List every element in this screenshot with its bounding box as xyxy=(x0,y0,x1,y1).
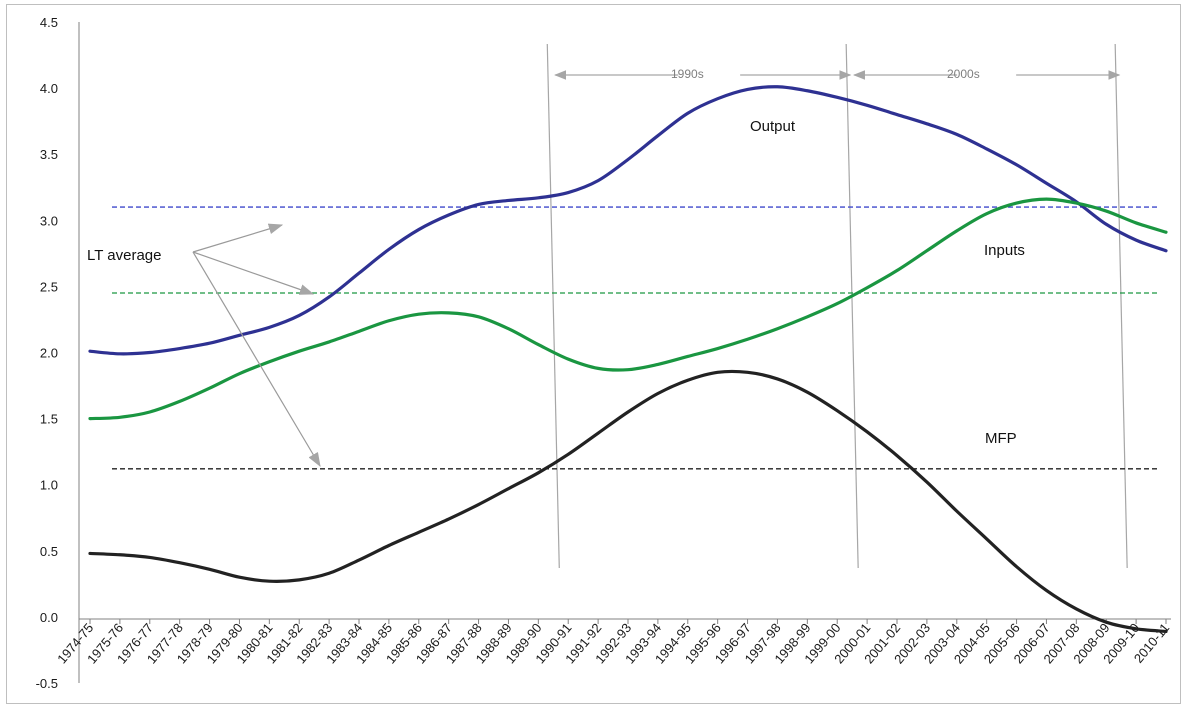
period-1990s-label: 1990s xyxy=(671,67,704,81)
lt-average-arrow-output xyxy=(192,223,284,253)
y-tick-label: -0.5 xyxy=(36,676,58,691)
period-boundary-line xyxy=(546,43,560,569)
average-lines xyxy=(112,206,1158,470)
y-tick-label: 4.0 xyxy=(40,81,58,96)
y-tick-label: 0.5 xyxy=(40,544,58,559)
period-boundary-line xyxy=(1114,43,1128,569)
series-line-mfp xyxy=(88,369,1168,634)
series-lines xyxy=(88,85,1168,634)
y-tick-label: 1.5 xyxy=(40,412,58,427)
axes xyxy=(78,22,1171,683)
lt-average-label: LT average xyxy=(87,247,162,264)
lt-average-arrow-inputs xyxy=(192,251,315,295)
annotations: Output Inputs MFP LT average 1990s 2000s xyxy=(87,67,1025,447)
mfp-label: MFP xyxy=(985,430,1017,447)
lt-average-arrow-mfp xyxy=(192,251,321,468)
series-line-inputs xyxy=(88,197,1168,421)
x-tick-labels: 1974-751975-761976-771977-781978-791979-… xyxy=(54,619,1172,666)
chart-frame xyxy=(6,4,1181,704)
period-boundary-line xyxy=(845,43,859,569)
y-tick-label: 2.5 xyxy=(40,279,58,294)
lt-average-arrows xyxy=(192,223,321,468)
y-tick-labels: -0.5 0.0 0.5 1.0 1.5 2.0 2.5 3.0 3.5 4.0 4.5 xyxy=(36,15,58,691)
output-label: Output xyxy=(750,118,796,135)
inputs-label: Inputs xyxy=(984,242,1025,259)
y-tick-label: 3.0 xyxy=(40,213,58,228)
y-tick-label: 2.0 xyxy=(40,346,58,361)
y-tick-label: 4.5 xyxy=(40,15,58,30)
y-tick-label: 3.5 xyxy=(40,147,58,162)
y-tick-label: 1.0 xyxy=(40,478,58,493)
series-line-output xyxy=(88,85,1168,356)
period-markers xyxy=(546,43,1128,569)
y-tick-label: 0.0 xyxy=(40,610,58,625)
period-2000s-label: 2000s xyxy=(947,67,980,81)
